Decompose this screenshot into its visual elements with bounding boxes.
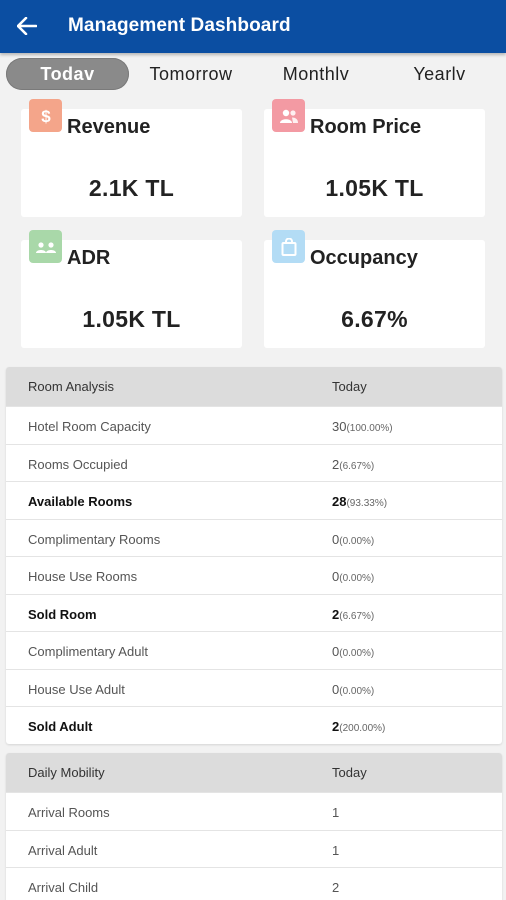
svg-text:$: $ <box>41 107 51 126</box>
card-label: Occupancy <box>310 247 418 269</box>
row-percent: (200.00%) <box>339 723 386 734</box>
daily-mobility-table: Daily Mobility Today Arrival Rooms 1 Arriv… <box>6 753 502 900</box>
app-bar: Management Dashboard <box>0 0 506 53</box>
row-label: Arrival Rooms <box>28 805 110 820</box>
table-header: Daily Mobility Today <box>6 753 502 792</box>
group-icon <box>29 230 62 263</box>
row-percent: (6.67%) <box>339 610 375 622</box>
column-header-name: Daily Mobility <box>28 765 105 780</box>
row-label: House Use Rooms <box>28 569 138 584</box>
dollar-icon: $ <box>29 99 62 132</box>
row-label: Sold Adult <box>28 719 93 734</box>
row-percent: (93.33%) <box>346 498 388 509</box>
row-label: Hotel Room Capacity <box>28 419 151 434</box>
card-value: 6.67% <box>341 306 408 332</box>
tab-monthly[interactable]: Monthlv <box>282 64 350 84</box>
revenue-card[interactable]: $ Revenue 2.1K TL <box>21 99 242 217</box>
table-row: Rooms Occupied 2(6.67%) <box>6 443 502 482</box>
row-value: 2(6.67%) <box>332 607 374 622</box>
people-icon <box>272 99 305 132</box>
room-analysis-table: Room Analysis Today Hotel Room Capacity 3… <box>6 367 502 744</box>
row-percent: (0.00%) <box>339 685 375 697</box>
bag-icon <box>272 230 305 263</box>
row-value: 1 <box>332 805 340 820</box>
column-header-today: Today <box>332 765 367 780</box>
tab-yearly[interactable]: Yearlv <box>413 64 466 84</box>
row-label: Complimentary Adult <box>28 644 148 659</box>
row-value: 0(0.00%) <box>332 569 374 584</box>
card-label: Room Price <box>310 116 422 138</box>
row-count: 30 <box>332 419 347 434</box>
row-value: 28(93.33%) <box>332 494 387 509</box>
row-label: Arrival Adult <box>28 842 98 858</box>
back-arrow-icon[interactable] <box>12 11 42 41</box>
table-row: Sold Adult 2(200.00%) <box>6 706 502 744</box>
row-percent: (0.00%) <box>339 535 375 547</box>
table-row: Arrival Rooms 1 <box>6 792 502 830</box>
period-tabs: Todav Tomorrow Monthlv Yearlv <box>0 56 506 94</box>
row-label: Sold Room <box>28 606 97 622</box>
table-row: Complimentary Rooms 0(0.00%) <box>6 518 502 557</box>
tab-today[interactable]: Todav <box>6 58 129 90</box>
table-row: Arrival Child 2 <box>6 867 502 900</box>
row-value: 0(0.00%) <box>332 644 374 659</box>
column-header-today: Today <box>332 379 367 394</box>
table-row: Hotel Room Capacity 30(100.00%) <box>6 406 502 444</box>
row-value: 2(6.67%) <box>332 457 374 472</box>
row-count: 0 <box>332 681 340 697</box>
page-title: Management Dashboard <box>68 15 291 36</box>
row-percent: (0.00%) <box>339 648 375 659</box>
table-row: Sold Room 2(6.67%) <box>6 593 502 632</box>
row-count: 28 <box>332 494 347 509</box>
card-value: 2.1K TL <box>88 175 175 201</box>
table-header: Room Analysis Today <box>6 367 502 406</box>
row-count: 2 <box>332 456 340 472</box>
row-label: Rooms Occupied <box>28 456 128 472</box>
column-header-name: Room Analysis <box>28 379 114 394</box>
occupancy-card[interactable]: Occupancy 6.67% <box>264 230 485 348</box>
table-row: Arrival Adult 1 <box>6 829 502 868</box>
row-count: 2 <box>332 719 340 734</box>
row-value: 30(100.00%) <box>332 419 393 434</box>
row-label: House Use Adult <box>28 681 125 697</box>
row-count: 2 <box>332 606 340 622</box>
row-label: Arrival Child <box>28 880 99 895</box>
row-count: 0 <box>332 644 340 659</box>
row-percent: (6.67%) <box>339 460 375 472</box>
row-value: 0(0.00%) <box>332 532 374 547</box>
row-label: Available Rooms <box>28 494 133 509</box>
room-price-card[interactable]: Room Price 1.05K TL <box>264 99 485 217</box>
table-row: Complimentary Adult 0(0.00%) <box>6 631 502 669</box>
table-row: House Use Adult 0(0.00%) <box>6 668 502 707</box>
row-label: Complimentary Rooms <box>28 531 161 547</box>
row-value: 2(200.00%) <box>332 719 385 734</box>
tab-tomorrow[interactable]: Tomorrow <box>149 64 233 84</box>
row-count: 0 <box>332 531 340 547</box>
row-value: 2 <box>332 880 340 895</box>
card-label: ADR <box>67 247 111 269</box>
row-count: 0 <box>332 569 340 584</box>
card-label: Revenue <box>67 116 151 138</box>
adr-card[interactable]: ADR 1.05K TL <box>21 230 242 348</box>
row-value: 0(0.00%) <box>332 682 374 697</box>
row-value: 1 <box>332 842 340 858</box>
row-percent: (0.00%) <box>339 573 375 584</box>
card-value: 1.05K TL <box>82 306 181 332</box>
card-value: 1.05K TL <box>325 175 424 201</box>
table-row: House Use Rooms 0(0.00%) <box>6 556 502 594</box>
table-row: Available Rooms 28(93.33%) <box>6 481 502 519</box>
row-percent: (100.00%) <box>346 423 393 434</box>
